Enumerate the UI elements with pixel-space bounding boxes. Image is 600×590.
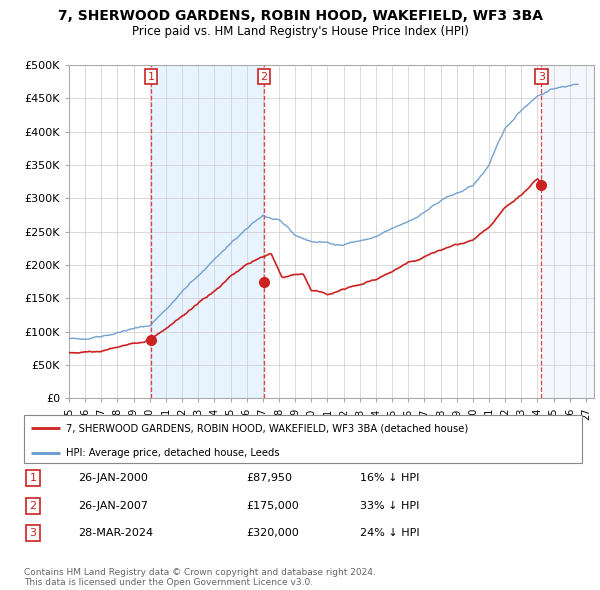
Text: HPI: Average price, detached house, Leeds: HPI: Average price, detached house, Leed… (66, 447, 280, 457)
Text: Contains HM Land Registry data © Crown copyright and database right 2024.
This d: Contains HM Land Registry data © Crown c… (24, 568, 376, 587)
Text: 1: 1 (29, 473, 37, 483)
Text: 26-JAN-2007: 26-JAN-2007 (78, 501, 148, 510)
Bar (541, 65, 594, 398)
Text: 16% ↓ HPI: 16% ↓ HPI (360, 473, 419, 483)
Text: £175,000: £175,000 (246, 501, 299, 510)
Text: £87,950: £87,950 (246, 473, 292, 483)
Text: 3: 3 (538, 71, 545, 81)
Bar (151, 65, 264, 398)
Bar (541, 65, 594, 398)
Text: 7, SHERWOOD GARDENS, ROBIN HOOD, WAKEFIELD, WF3 3BA: 7, SHERWOOD GARDENS, ROBIN HOOD, WAKEFIE… (58, 9, 542, 23)
Text: £320,000: £320,000 (246, 529, 299, 538)
FancyBboxPatch shape (24, 415, 582, 463)
Text: 3: 3 (29, 529, 37, 538)
Text: 24% ↓ HPI: 24% ↓ HPI (360, 529, 419, 538)
Text: 28-MAR-2024: 28-MAR-2024 (78, 529, 153, 538)
Text: 26-JAN-2000: 26-JAN-2000 (78, 473, 148, 483)
Text: 1: 1 (148, 71, 155, 81)
Text: 7, SHERWOOD GARDENS, ROBIN HOOD, WAKEFIELD, WF3 3BA (detached house): 7, SHERWOOD GARDENS, ROBIN HOOD, WAKEFIE… (66, 423, 468, 433)
Text: Price paid vs. HM Land Registry's House Price Index (HPI): Price paid vs. HM Land Registry's House … (131, 25, 469, 38)
Text: 2: 2 (29, 501, 37, 510)
Text: 2: 2 (260, 71, 268, 81)
Text: 33% ↓ HPI: 33% ↓ HPI (360, 501, 419, 510)
